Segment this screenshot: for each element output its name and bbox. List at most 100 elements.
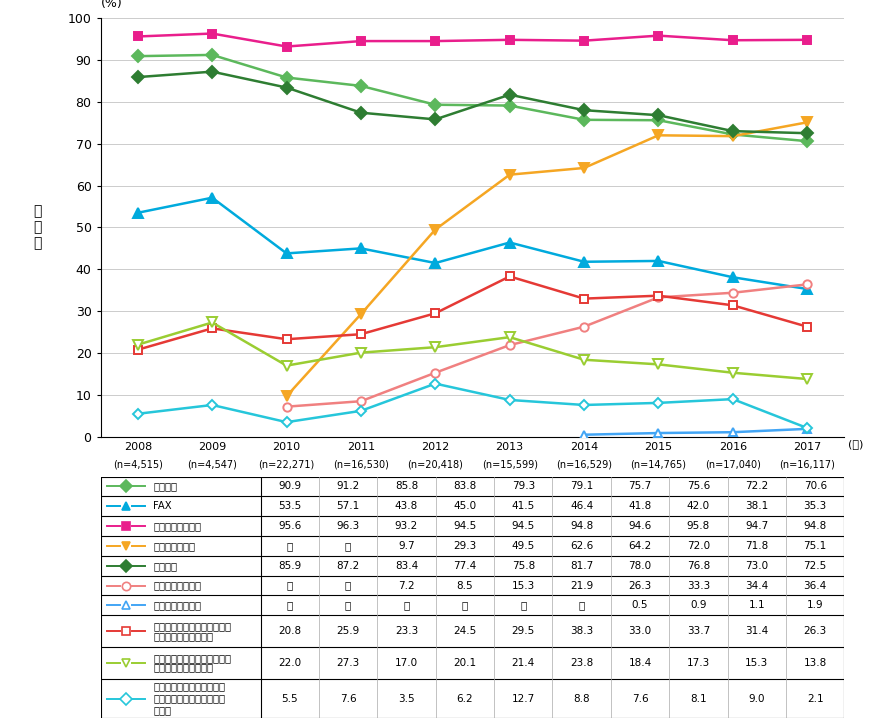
Text: (年): (年) xyxy=(848,439,864,449)
Text: FAX: FAX xyxy=(153,501,172,511)
Text: インターネットに接続できる: インターネットに接続できる xyxy=(153,653,231,663)
Text: 62.6: 62.6 xyxy=(570,541,593,551)
Text: 38.1: 38.1 xyxy=(746,501,768,511)
Text: 29.3: 29.3 xyxy=(453,541,477,551)
Text: 33.7: 33.7 xyxy=(687,626,710,636)
Text: 続できる家電（スマート家: 続できる家電（スマート家 xyxy=(153,694,226,703)
Text: (n=20,418): (n=20,418) xyxy=(408,460,463,470)
Text: 20.8: 20.8 xyxy=(278,626,301,636)
Text: 94.5: 94.5 xyxy=(512,521,535,531)
Text: 46.4: 46.4 xyxy=(570,501,593,511)
Text: 75.1: 75.1 xyxy=(803,541,827,551)
Text: 2015: 2015 xyxy=(644,442,673,452)
Text: (%): (%) xyxy=(101,0,122,9)
Text: 2.1: 2.1 xyxy=(807,694,823,703)
Text: タブレット型端末: タブレット型端末 xyxy=(153,580,201,591)
Text: 2008: 2008 xyxy=(123,442,152,452)
Text: 94.5: 94.5 xyxy=(453,521,477,531)
Text: 1.9: 1.9 xyxy=(807,601,823,610)
Text: 57.1: 57.1 xyxy=(337,501,360,511)
Text: (n=17,040): (n=17,040) xyxy=(705,460,760,470)
Text: 72.5: 72.5 xyxy=(803,561,827,570)
Text: －: － xyxy=(578,601,584,610)
Text: 93.2: 93.2 xyxy=(395,521,418,531)
Text: ウェアラブル端末: ウェアラブル端末 xyxy=(153,601,201,610)
Text: －: － xyxy=(403,601,410,610)
Text: 94.6: 94.6 xyxy=(628,521,652,531)
Text: 26.3: 26.3 xyxy=(628,580,652,591)
Text: スマートフォン: スマートフォン xyxy=(153,541,195,551)
Text: 72.0: 72.0 xyxy=(687,541,710,551)
Text: －: － xyxy=(287,601,293,610)
Text: 17.3: 17.3 xyxy=(687,658,710,668)
Text: －: － xyxy=(345,601,351,610)
Text: (n=22,271): (n=22,271) xyxy=(258,460,315,470)
Text: 36.4: 36.4 xyxy=(803,580,827,591)
Text: 2016: 2016 xyxy=(718,442,747,452)
Text: パソコン: パソコン xyxy=(153,561,178,570)
Text: －: － xyxy=(520,601,527,610)
Text: 85.9: 85.9 xyxy=(278,561,301,570)
Text: 94.8: 94.8 xyxy=(570,521,593,531)
Text: 38.3: 38.3 xyxy=(570,626,593,636)
Text: 35.3: 35.3 xyxy=(803,501,827,511)
Text: 70.6: 70.6 xyxy=(803,482,827,492)
Text: 33.0: 33.0 xyxy=(628,626,652,636)
Text: 3.5: 3.5 xyxy=(398,694,415,703)
Text: 45.0: 45.0 xyxy=(453,501,477,511)
Text: 2009: 2009 xyxy=(198,442,227,452)
Text: 7.6: 7.6 xyxy=(340,694,356,703)
Text: 90.9: 90.9 xyxy=(278,482,301,492)
Text: 2011: 2011 xyxy=(346,442,375,452)
Text: 85.8: 85.8 xyxy=(395,482,418,492)
Text: 26.3: 26.3 xyxy=(803,626,827,636)
Text: (n=15,599): (n=15,599) xyxy=(481,460,537,470)
Text: 電）等: 電）等 xyxy=(153,705,172,716)
Text: 81.7: 81.7 xyxy=(570,561,593,570)
Text: 94.8: 94.8 xyxy=(803,521,827,531)
Text: 94.7: 94.7 xyxy=(746,521,768,531)
Text: 42.0: 42.0 xyxy=(687,501,710,511)
Text: 83.4: 83.4 xyxy=(395,561,418,570)
Text: 95.6: 95.6 xyxy=(278,521,301,531)
Text: 79.3: 79.3 xyxy=(512,482,535,492)
Text: 75.6: 75.6 xyxy=(687,482,710,492)
Text: 2012: 2012 xyxy=(421,442,450,452)
Text: 7.2: 7.2 xyxy=(398,580,415,591)
Text: 8.8: 8.8 xyxy=(573,694,590,703)
Text: 25.9: 25.9 xyxy=(337,626,360,636)
Text: 29.5: 29.5 xyxy=(512,626,535,636)
Text: －: － xyxy=(345,541,351,551)
Text: 77.4: 77.4 xyxy=(453,561,477,570)
Text: 21.4: 21.4 xyxy=(512,658,535,668)
Text: 固定電話: 固定電話 xyxy=(153,482,178,492)
Text: －: － xyxy=(345,580,351,591)
Text: (n=14,765): (n=14,765) xyxy=(630,460,687,470)
Text: 9.7: 9.7 xyxy=(398,541,415,551)
Text: 27.3: 27.3 xyxy=(337,658,360,668)
Text: 保
有
率: 保 有 率 xyxy=(33,204,42,251)
Text: 53.5: 53.5 xyxy=(278,501,301,511)
Text: 76.8: 76.8 xyxy=(687,561,710,570)
Text: 43.8: 43.8 xyxy=(395,501,418,511)
Text: 22.0: 22.0 xyxy=(278,658,301,668)
Text: 23.8: 23.8 xyxy=(570,658,593,668)
Text: 64.2: 64.2 xyxy=(628,541,652,551)
Text: 41.5: 41.5 xyxy=(512,501,535,511)
Text: 72.2: 72.2 xyxy=(746,482,768,492)
Text: 24.5: 24.5 xyxy=(453,626,477,636)
Text: 6.2: 6.2 xyxy=(457,694,473,703)
Text: 75.7: 75.7 xyxy=(628,482,652,492)
Text: 2013: 2013 xyxy=(495,442,524,452)
Text: 8.5: 8.5 xyxy=(457,580,473,591)
Text: 75.8: 75.8 xyxy=(512,561,535,570)
Text: 家庭用テレビゲーム機: 家庭用テレビゲーム機 xyxy=(153,631,214,641)
Text: 携帯型音楽プレイヤー: 携帯型音楽プレイヤー xyxy=(153,663,214,673)
Text: (n=4,547): (n=4,547) xyxy=(187,460,237,470)
Text: 34.4: 34.4 xyxy=(746,580,768,591)
Text: インターネットに接続できる: インターネットに接続できる xyxy=(153,622,231,632)
Text: 20.1: 20.1 xyxy=(453,658,477,668)
Text: 71.8: 71.8 xyxy=(746,541,768,551)
Text: －: － xyxy=(462,601,468,610)
Text: (n=16,117): (n=16,117) xyxy=(780,460,835,470)
